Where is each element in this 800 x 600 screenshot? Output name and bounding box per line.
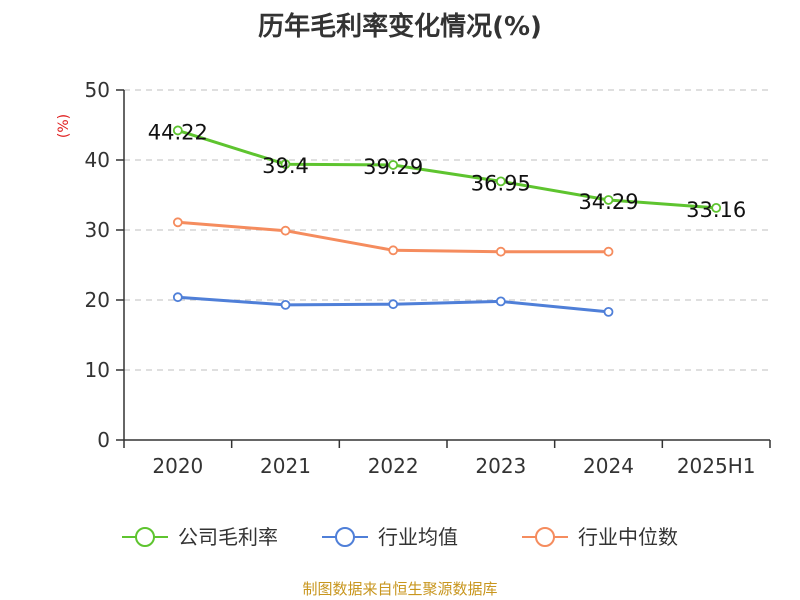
legend-label-2: 行业中位数 xyxy=(578,525,678,549)
data-label-0-0: 44.22 xyxy=(148,120,208,144)
y-tick-label-40: 40 xyxy=(85,148,110,172)
data-label-0-1: 39.4 xyxy=(262,154,309,178)
data-label-0-5: 33.16 xyxy=(686,198,746,222)
legend-marker-0 xyxy=(135,527,155,547)
y-tick-label-50: 50 xyxy=(85,78,110,102)
axes: 0 10 20 30 40 50 2020 2021 2022 2023 2024 2025H1 xyxy=(85,78,771,478)
data-point-0-4 xyxy=(603,195,614,205)
data-point-2-0 xyxy=(172,217,183,228)
data-point-2-2 xyxy=(388,245,399,256)
y-tick-label-0: 0 xyxy=(97,428,110,452)
series-lines xyxy=(172,125,722,317)
x-tick-label-2020: 2020 xyxy=(152,454,203,478)
chart-title: 历年毛利率变化情况(%) xyxy=(258,12,542,42)
series-line-0 xyxy=(177,129,717,210)
x-tick-label-2023: 2023 xyxy=(475,454,526,478)
y-tick-label-30: 30 xyxy=(85,218,110,242)
x-tick-label-2021: 2021 xyxy=(260,454,311,478)
data-point-1-3 xyxy=(495,296,506,307)
legend-label-0: 公司毛利率 xyxy=(178,525,278,549)
data-label-0-4: 34.29 xyxy=(578,190,638,214)
data-point-0-2 xyxy=(388,160,399,170)
source-note: 制图数据来自恒生聚源数据库 xyxy=(302,580,498,598)
y-tick-label-20: 20 xyxy=(85,288,110,312)
data-point-0-3 xyxy=(495,176,506,187)
data-point-1-1 xyxy=(280,299,291,310)
legend: 公司毛利率 行业均值 行业中位数 xyxy=(122,525,678,549)
legend-label-1: 行业均值 xyxy=(378,525,458,549)
data-point-1-4 xyxy=(603,306,614,317)
data-labels: 44.22 39.4 39.29 36.95 34.29 33.16 xyxy=(148,120,746,221)
data-point-2-1 xyxy=(280,225,291,236)
data-point-2-3 xyxy=(495,246,506,257)
data-label-0-2: 39.29 xyxy=(363,155,423,179)
legend-marker-1 xyxy=(335,527,355,547)
y-unit-label: (%) xyxy=(56,114,72,138)
x-tick-label-2022: 2022 xyxy=(368,454,419,478)
data-point-2-4 xyxy=(603,246,614,257)
legend-marker-2 xyxy=(535,527,555,547)
grid-lines xyxy=(124,89,770,371)
data-point-1-2 xyxy=(388,299,399,310)
data-point-0-1 xyxy=(280,159,291,170)
data-point-0-5 xyxy=(711,202,722,213)
data-label-0-3: 36.95 xyxy=(471,171,531,195)
data-point-0-0 xyxy=(172,125,183,136)
data-point-1-0 xyxy=(172,292,183,303)
x-tick-label-2024: 2024 xyxy=(583,454,634,478)
y-tick-label-10: 10 xyxy=(85,358,110,382)
x-tick-label-2025H1: 2025H1 xyxy=(677,454,756,478)
